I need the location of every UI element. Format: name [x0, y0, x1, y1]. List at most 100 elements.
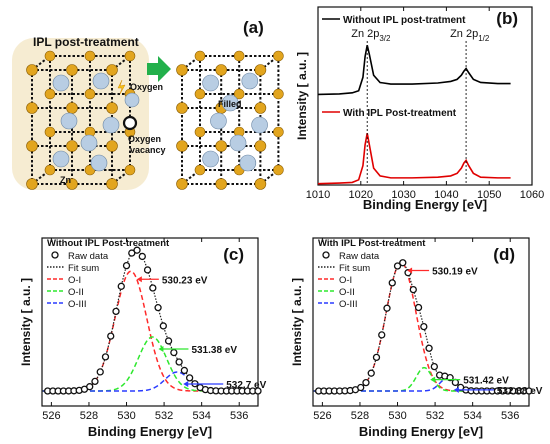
x-axis-label: Binding Energy [eV] [88, 424, 212, 439]
oxygen-vacancy-marker [122, 115, 138, 131]
oxygen-label: Oxygen [130, 82, 163, 92]
raw-data-point [372, 353, 381, 362]
x-tick-label: 534 [192, 410, 210, 422]
peak-label-base: Zn 2p [351, 28, 379, 40]
zn-atom [233, 88, 245, 100]
peak-label-sub: 1/2 [478, 34, 490, 43]
zn-atom [176, 178, 188, 190]
legend-entry: Fit sum [68, 263, 99, 274]
o-atom [102, 116, 120, 134]
raw-data-point [399, 259, 407, 267]
plot-frame [312, 237, 530, 407]
zn-atom [66, 102, 78, 114]
raw-data-point [420, 322, 428, 331]
zn-atom [194, 126, 206, 138]
panel-a-tag: (a) [243, 18, 264, 37]
raw-data-point [175, 358, 183, 366]
peak-value-label: 532.68 eV [497, 386, 543, 397]
zn-label: Zn [60, 175, 71, 185]
legend-entry: Fit sum [339, 263, 370, 274]
callout-arrowhead [453, 386, 459, 393]
series-line-2 [317, 133, 511, 185]
y-axis-label: Intensity [ a.u. ] [290, 278, 304, 366]
zn-atom [176, 102, 188, 114]
raw-data-point [362, 378, 370, 387]
lightning-icon [117, 79, 126, 95]
o-atom [92, 72, 110, 90]
o-atom [80, 134, 98, 152]
raw-data-point [388, 279, 396, 287]
raw-data-point [107, 332, 115, 340]
x-axis-label: Binding Energy [eV] [359, 424, 483, 439]
o-atom [229, 134, 247, 152]
zn-atom [124, 50, 136, 62]
zn-atom [106, 102, 118, 114]
x-tick-label: 536 [501, 410, 519, 422]
raw-data-point [451, 378, 460, 387]
legend-entry: O-III [68, 299, 86, 310]
peak-label-sub: 3/2 [379, 34, 391, 43]
panel-c-xps-o1s-without: 526 528 530 532 534 536 (c) Intensity [ a.u. ] B… [19, 237, 267, 439]
legend-entry: With IPL Post-treatment [343, 108, 457, 119]
zn-atom [26, 64, 38, 76]
raw-data-point [414, 303, 423, 312]
x-axis-label: Binding Energy [eV] [363, 197, 487, 212]
panel-a-background [12, 38, 149, 190]
zn-atom [44, 88, 56, 100]
peak-label-base: Zn 2p [450, 28, 478, 40]
callout-arrowhead [136, 276, 142, 283]
legend-entry: Without IPL post-tratment [343, 15, 466, 26]
panel-tag: (d) [493, 245, 515, 264]
zn-atom [194, 164, 206, 176]
x-tick-label: 526 [42, 410, 60, 422]
zn-atom [26, 140, 38, 152]
raw-data-point [128, 249, 136, 257]
raw-data-point [133, 246, 141, 254]
zn-atom [106, 64, 118, 76]
zn-atom [194, 50, 206, 62]
zn-atom [84, 88, 96, 100]
x-tick-label: 530 [388, 410, 406, 422]
legend-entry: O-II [68, 287, 84, 298]
lattice-before [26, 50, 136, 190]
raw-data-point [425, 344, 433, 352]
zn-atom [26, 102, 38, 114]
vacancy-label-2: vacancy [130, 145, 166, 155]
raw-data-point [117, 282, 125, 290]
raw-data-point [143, 266, 152, 274]
legend-entry: O-I [339, 275, 352, 286]
zn-atom [44, 126, 56, 138]
raw-data-point [101, 353, 110, 361]
zn-atom [26, 178, 38, 190]
callout-arrowhead [183, 381, 189, 388]
zn-atom [44, 164, 56, 176]
zn-atom [254, 64, 267, 76]
plot-frame [317, 6, 533, 186]
panel-b-tag: (b) [496, 9, 518, 28]
x-tick-label: 1020 [349, 189, 373, 201]
legend-entry: O-III [339, 299, 357, 310]
raw-data-point [185, 374, 194, 382]
raw-data-point [149, 284, 157, 292]
x-tick-label: 530 [117, 410, 135, 422]
raw-data-point [409, 285, 417, 294]
raw-data-point [159, 322, 167, 330]
zn-atom [106, 178, 118, 190]
x-tick-label: 1030 [391, 189, 415, 201]
vacancy-label-1: Oxygen [128, 134, 161, 144]
series-line-1 [317, 44, 511, 96]
x-tick-label: 1010 [306, 189, 330, 201]
raw-data-point [91, 377, 99, 386]
zn-atom [273, 126, 284, 138]
raw-data-point [430, 362, 438, 371]
zn-atom [254, 178, 267, 190]
zn-atom [66, 140, 78, 152]
raw-data-point [164, 337, 173, 345]
raw-data-point [112, 307, 120, 316]
incoming-oxygen-atom [124, 92, 140, 108]
o-atom [239, 154, 257, 172]
x-tick-label: 1040 [434, 189, 458, 201]
peak-value-label: 531.42 eV [463, 376, 509, 387]
zn-atom [273, 88, 284, 100]
